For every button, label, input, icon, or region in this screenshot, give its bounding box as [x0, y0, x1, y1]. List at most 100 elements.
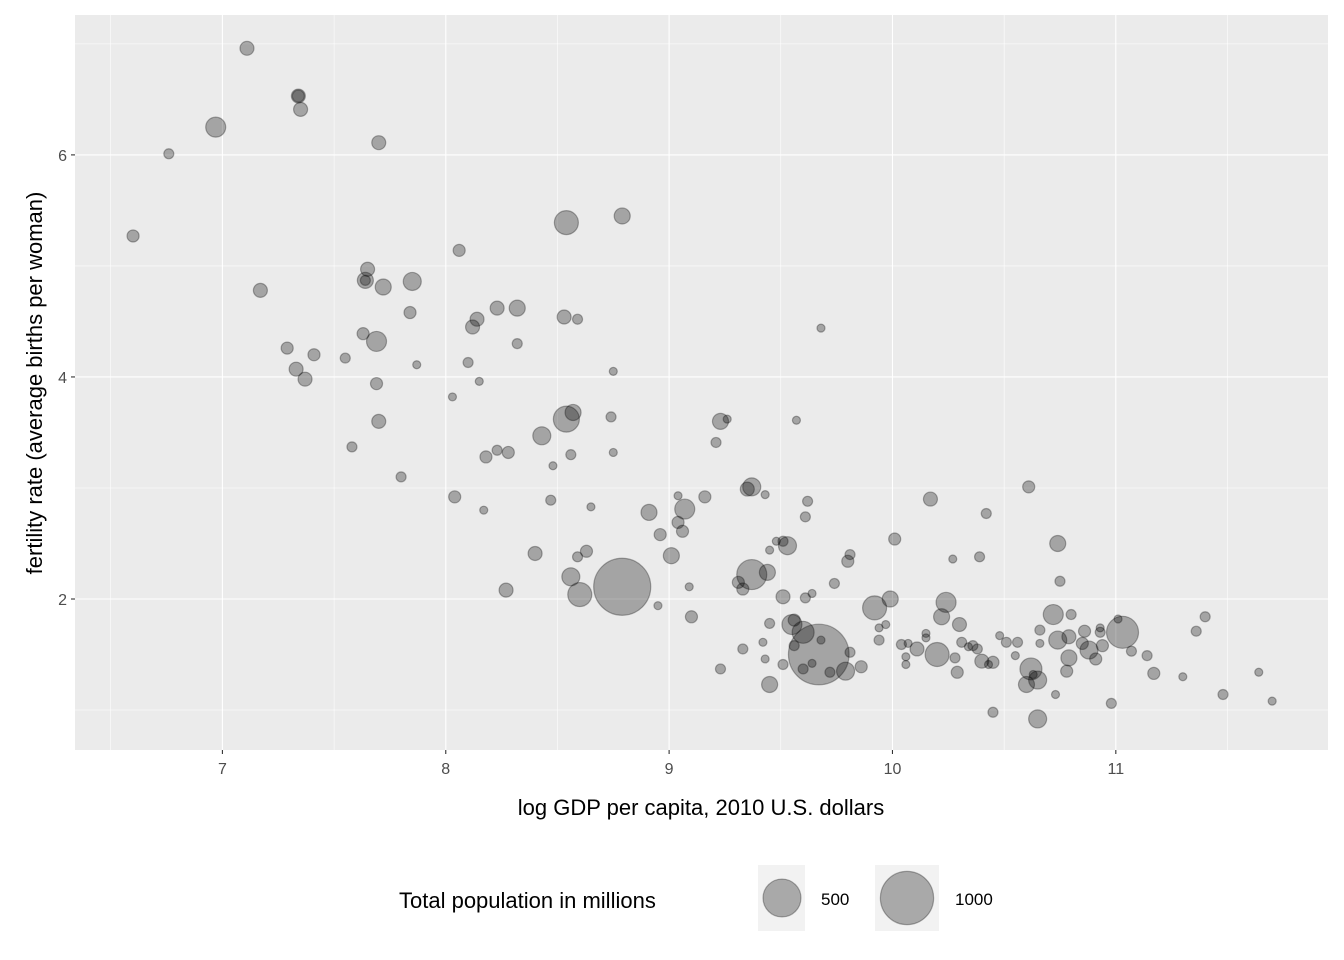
data-point: [593, 557, 652, 616]
data-point: [552, 405, 580, 433]
data-point: [653, 601, 663, 611]
data-point: [1049, 534, 1067, 553]
data-point: [935, 591, 957, 613]
data-point: [1178, 672, 1188, 682]
data-point: [359, 261, 376, 277]
data-point: [971, 643, 983, 655]
gridlines: [75, 15, 1328, 750]
data-point: [464, 319, 481, 335]
data-point: [1254, 667, 1264, 677]
data-point: [1077, 624, 1092, 638]
y-tick-label: 2: [58, 592, 67, 609]
data-point: [948, 554, 958, 564]
data-point: [1035, 638, 1045, 649]
data-point: [1048, 630, 1068, 650]
data-point: [791, 415, 802, 425]
data-point: [1017, 675, 1036, 694]
data-point: [402, 271, 422, 292]
data-point: [613, 207, 631, 225]
data-point: [548, 461, 558, 471]
data-point: [290, 88, 306, 104]
data-point: [1022, 480, 1036, 494]
data-point: [873, 634, 885, 646]
data-point: [771, 536, 781, 546]
data-point: [921, 628, 931, 639]
data-point: [1060, 664, 1074, 678]
data-point: [888, 532, 902, 546]
data-point: [508, 299, 526, 317]
data-point: [608, 366, 618, 376]
data-point: [448, 490, 462, 504]
data-point: [807, 658, 817, 668]
data-point: [1113, 614, 1123, 624]
plot-panel: [75, 15, 1328, 750]
data-point: [816, 323, 826, 333]
data-point: [252, 282, 268, 298]
legend: Total population in millions 500 1000: [399, 865, 993, 931]
data-point: [1267, 696, 1277, 706]
data-point: [787, 623, 850, 686]
legend-key-500: [762, 878, 802, 918]
data-point: [565, 449, 577, 461]
data-point: [571, 313, 584, 325]
data-point: [921, 633, 931, 643]
data-point: [788, 640, 800, 652]
data-point: [671, 515, 685, 530]
data-point: [758, 637, 768, 647]
data-point: [474, 376, 484, 386]
data-point: [739, 481, 755, 497]
x-tick-label: 8: [441, 761, 450, 778]
data-point: [511, 338, 523, 350]
data-point: [1034, 624, 1046, 636]
data-point: [922, 491, 939, 507]
data-point: [736, 582, 750, 596]
data-point: [799, 592, 811, 604]
data-point: [1028, 709, 1048, 729]
data-point: [1000, 636, 1012, 648]
data-point: [760, 490, 770, 500]
x-tick-label: 11: [1108, 761, 1125, 778]
data-point: [963, 642, 974, 652]
data-point: [1095, 639, 1110, 653]
data-point: [797, 663, 809, 675]
data-point: [854, 660, 868, 674]
data-points: [126, 40, 1277, 729]
data-point: [1011, 636, 1024, 648]
data-point: [479, 450, 493, 464]
data-point: [737, 643, 749, 655]
data-point: [489, 300, 505, 316]
data-point: [731, 575, 745, 589]
data-point: [951, 616, 968, 633]
data-point: [881, 590, 899, 608]
data-point: [527, 545, 543, 562]
legend-title: Total population in millions: [399, 888, 656, 913]
data-point: [995, 631, 1005, 641]
data-point: [967, 640, 979, 652]
data-point: [1050, 689, 1061, 700]
x-tick-label: 10: [884, 761, 902, 778]
data-point: [760, 654, 770, 664]
data-point: [564, 403, 582, 422]
data-point: [835, 661, 856, 681]
data-point: [901, 652, 911, 662]
data-point: [799, 511, 811, 523]
y-tick-label: 6: [58, 148, 67, 165]
data-point: [479, 505, 489, 515]
data-point: [1079, 640, 1099, 660]
data-point: [781, 613, 803, 636]
data-point: [561, 567, 581, 587]
data-point: [901, 659, 911, 670]
data-point: [605, 411, 617, 423]
legend-label-1000: 1000: [955, 890, 993, 909]
data-point: [973, 551, 986, 563]
data-point: [673, 491, 683, 501]
data-point: [365, 330, 388, 353]
data-point: [987, 706, 999, 718]
data-point: [807, 588, 817, 599]
data-point: [742, 477, 762, 497]
data-point: [736, 558, 768, 591]
data-point: [653, 527, 667, 542]
data-point: [974, 653, 990, 669]
data-point: [346, 441, 358, 453]
data-point: [280, 341, 294, 355]
